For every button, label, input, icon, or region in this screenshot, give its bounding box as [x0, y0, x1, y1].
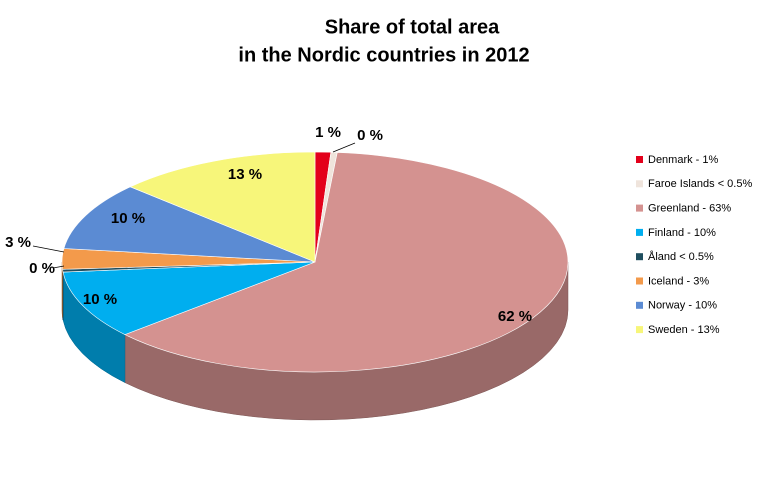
legend-swatch — [636, 277, 643, 285]
legend-swatch — [636, 228, 643, 236]
value-label: 0 % — [357, 127, 383, 144]
legend-label: Greenland - 63% — [648, 203, 731, 215]
legend-label: Sweden - 13% — [648, 324, 720, 336]
legend-label: Åland < 0.5% — [648, 250, 714, 263]
legend-label: Norway - 10% — [648, 300, 717, 312]
chart-title: in the Nordic countries in 2012 — [238, 44, 529, 66]
legend-swatch — [636, 253, 643, 261]
value-label: 1 % — [315, 124, 341, 141]
slice — [124, 152, 569, 373]
legend-label: Finland - 10% — [648, 227, 716, 239]
chart-title: Share of total area — [325, 16, 500, 38]
leader-line — [332, 142, 356, 153]
slice — [63, 186, 316, 263]
slice — [62, 261, 316, 335]
value-label: 0 % — [29, 260, 55, 277]
slice — [129, 151, 316, 263]
legend-swatch — [636, 156, 643, 163]
legend-label: Iceland - 3% — [648, 275, 709, 287]
value-label: 13 % — [228, 166, 262, 183]
leader-line — [52, 265, 65, 269]
legend-label: Faroe Islands < 0.5% — [648, 178, 752, 190]
value-label: 10 % — [111, 210, 145, 227]
value-label: 3 % — [5, 234, 31, 251]
legend-swatch — [636, 180, 643, 188]
legend-swatch — [636, 204, 643, 212]
value-label: 62 % — [498, 308, 532, 325]
legend-swatch — [636, 301, 643, 309]
legend-label: Denmark - 1% — [648, 154, 719, 166]
value-label: 10 % — [83, 291, 117, 308]
leader-line — [32, 245, 65, 253]
legend-swatch — [636, 326, 643, 334]
